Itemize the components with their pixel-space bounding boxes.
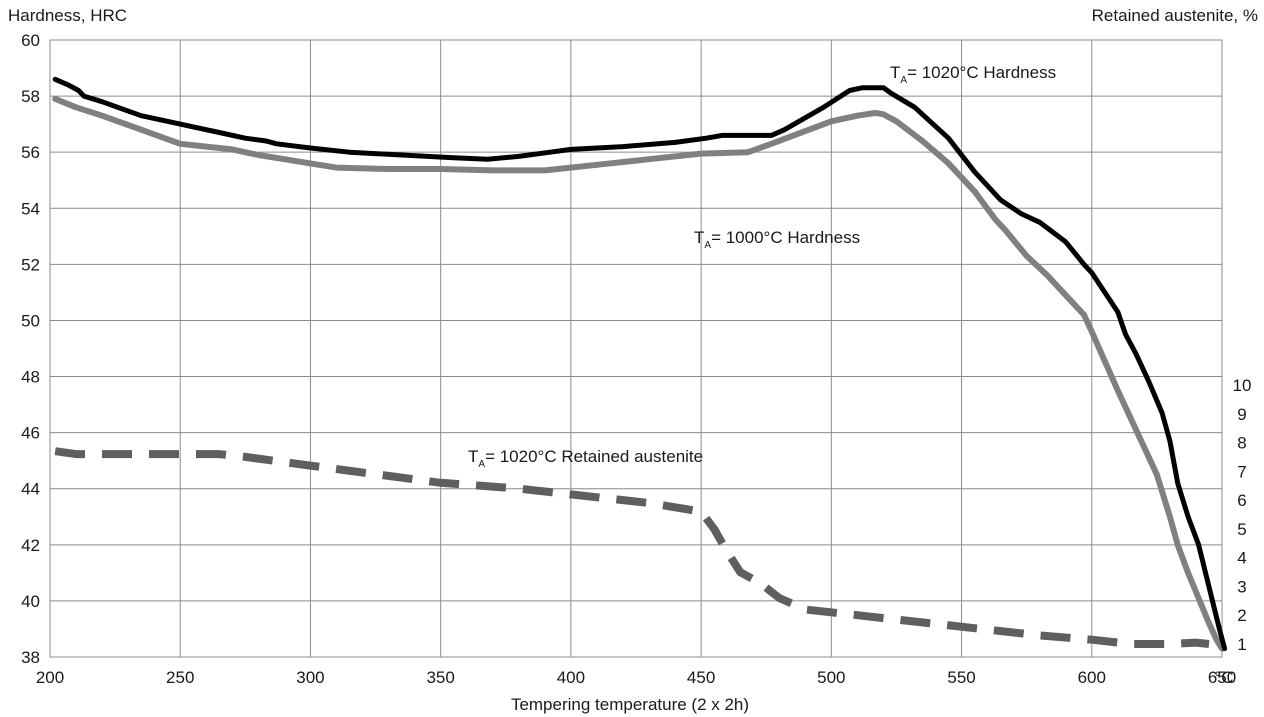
x-tick-label: 400 [557,668,585,687]
y2-tick-label: 6 [1237,491,1246,510]
series-label-1000-hardness: TA= 1000°C Hardness [694,228,860,251]
y2-tick-label: 9 [1237,405,1246,424]
y2-tick-label: 7 [1237,462,1246,481]
x-tick-label: 350 [426,668,454,687]
y-tick-label: 40 [21,592,40,611]
y2-tick-label: 3 [1237,577,1246,596]
x-axis-unit: °C [1214,668,1233,687]
y2-axis-label: Retained austenite, % [1092,6,1258,25]
y-tick-label: 48 [21,368,40,387]
x-tick-label: 550 [947,668,975,687]
y2-tick-label: 10 [1233,376,1252,395]
y2-tick-label: 2 [1237,606,1246,625]
y-tick-label: 58 [21,87,40,106]
x-tick-label: 500 [817,668,845,687]
y2-tick-label: 1 [1237,635,1246,654]
x-tick-label: 250 [166,668,194,687]
series-line-hardness-1000 [52,95,1225,652]
y-tick-label: 54 [21,199,40,218]
y-tick-label: 38 [21,648,40,667]
x-tick-label: 450 [687,668,715,687]
y2-tick-label: 8 [1237,434,1246,453]
plot-border [49,39,1223,658]
plot-frame [49,39,1223,658]
y-tick-label: 56 [21,143,40,162]
x-tick-label: 300 [296,668,324,687]
y-tick-label: 50 [21,311,40,330]
series-label-1020-hardness: TA= 1020°C Hardness [890,63,1056,86]
series-line-retained-austenite-1020 [54,447,1210,648]
y-tick-label: 44 [21,480,40,499]
y-tick-label: 52 [21,255,40,274]
grid [50,39,1223,657]
y-tick-label: 46 [21,424,40,443]
y-tick-label: 60 [21,31,40,50]
x-tick-label: 650 [1208,668,1236,687]
series-layer [52,76,1228,652]
x-tick-label: 600 [1078,668,1106,687]
series-line-hardness-1020 [52,76,1228,652]
y-axis-label: Hardness, HRC [8,6,127,25]
y2-tick-label: 4 [1237,549,1246,568]
series-label-1020-retained-austenite: TA= 1020°C Retained austenite [468,447,703,470]
x-axis-label: Tempering temperature (2 x 2h) [511,695,749,714]
y2-tick-label: 5 [1237,520,1246,539]
x-tick-label: 200 [36,668,64,687]
y-tick-label: 42 [21,536,40,555]
